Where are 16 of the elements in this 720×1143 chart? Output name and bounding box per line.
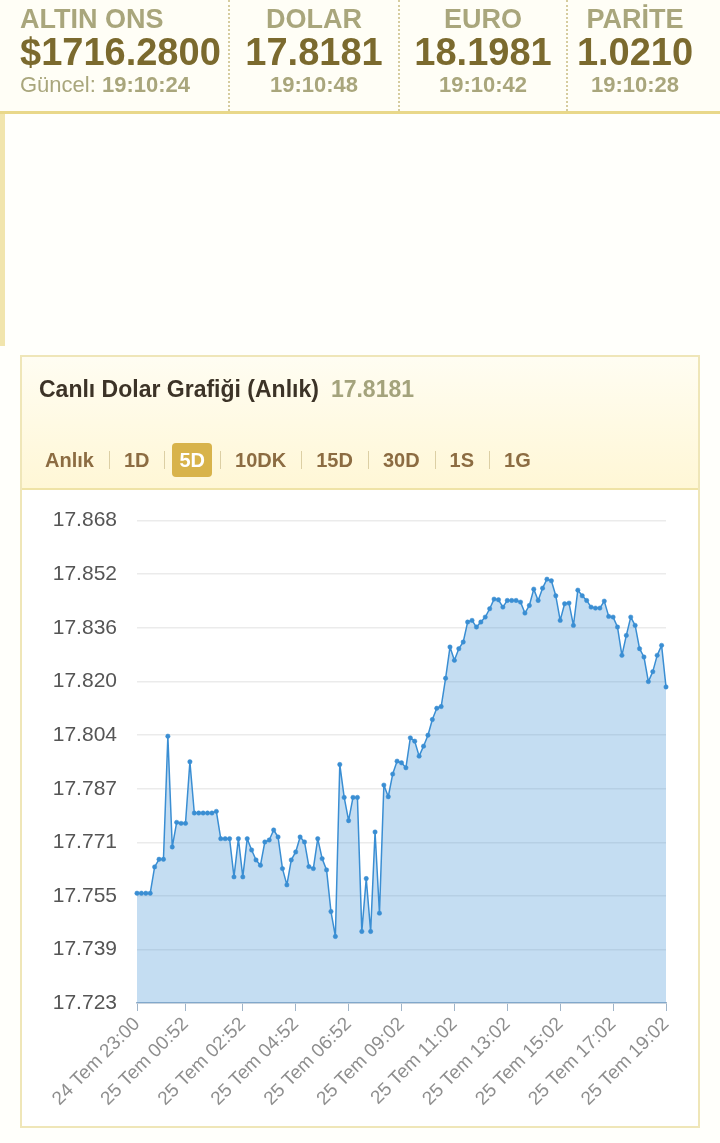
y-tick-label: 17.804 [52,721,118,745]
y-tick-label: 17.755 [52,882,117,906]
y-tick-label: 17.787 [52,775,117,799]
y-tick-label: 17.739 [52,936,117,960]
y-tick-label: 17.771 [52,829,117,853]
y-tick-label: 17.820 [52,668,117,692]
text: Güncel: 19:10:24 [20,72,191,97]
chart-subtitle: 17.8181 [330,376,415,402]
y-tick-label: 17.868 [52,507,117,531]
y-tick-label: 17.723 [52,989,117,1013]
y-tick-label: 17.852 [52,560,117,584]
chart-title: Canlı Dolar Grafiği (Anlık) [39,376,319,402]
text: 19:10:48 [268,72,360,98]
text: 19:10:42 [437,72,529,98]
text: 19:10:28 [589,72,681,98]
y-tick-label: 17.836 [52,614,117,638]
